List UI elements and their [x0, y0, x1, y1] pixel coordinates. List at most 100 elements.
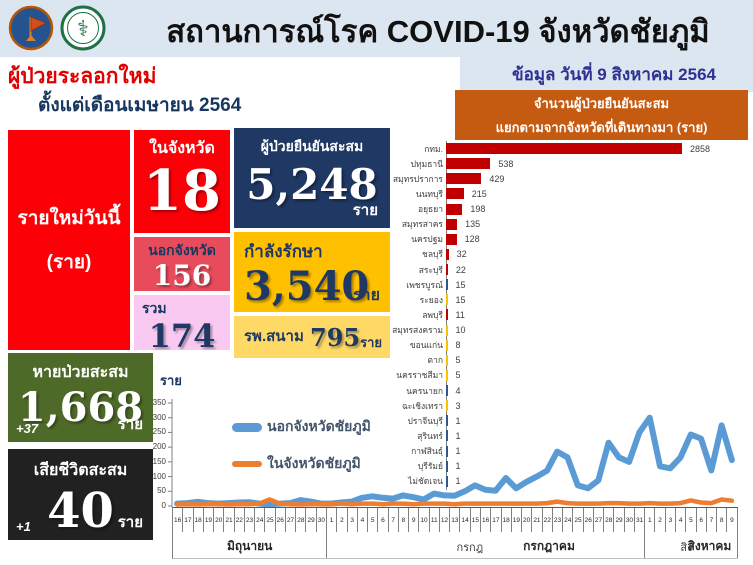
xaxis-day-cell: 7	[707, 508, 718, 532]
bar-row: ลพบุรี 11	[330, 307, 753, 322]
xaxis-day-cell: 30	[625, 508, 635, 532]
bar-category-label: ขอนแก่น	[409, 340, 443, 351]
bar-fill	[446, 188, 464, 200]
legend-out-province: นอกจังหวัดชัยภูมิ	[232, 416, 371, 438]
deaths-value: 40	[47, 483, 114, 539]
month-label-secondary: สิง	[680, 542, 693, 554]
xaxis-day-cell: 18	[502, 508, 512, 532]
bar-fill	[446, 460, 448, 472]
barchart-rows: กทม. 2858 ปทุมธานี 538 สมุทรปราการ 429 นนทบุรี…	[330, 141, 753, 489]
xaxis-day-cell: 11	[430, 508, 440, 532]
deaths-label: เสียชีวิตสะสม	[33, 462, 128, 479]
xaxis-day-cell: 21	[224, 508, 235, 532]
total-box: รวม 174	[134, 295, 230, 355]
page-title: สถานการณ์โรค COVID-19 จังหวัดชัยภูมิ	[166, 14, 710, 49]
title-band	[0, 0, 753, 57]
field-hospital-label: รพ.สนาม	[244, 328, 304, 345]
recovered-value: 1,668	[17, 384, 144, 431]
bar-row: สมุทรสงคราม 10	[330, 323, 753, 338]
under-treatment-value: 3,540	[244, 263, 370, 310]
ytick-label: 350	[152, 398, 166, 407]
out-province-box: นอกจังหวัด 156	[134, 237, 230, 291]
ytick-label: 150	[152, 456, 166, 466]
bar-row: ฉะเชิงเทรา 3	[330, 398, 753, 413]
ytick-label: 50	[157, 486, 166, 496]
bar-row: สมุทรปราการ 429	[330, 171, 753, 186]
xaxis-day-cell: 2	[337, 508, 348, 532]
bar-fill	[446, 173, 482, 185]
xaxis-day-cell: 10	[419, 508, 430, 532]
barchart-title: จำนวนผู้ป่วยยืนยันสะสม แยกตามจากจังหวัดท…	[455, 90, 748, 140]
bar-category-label: ชลบุรี	[422, 249, 443, 260]
xaxis-day-cell: 6	[697, 508, 707, 532]
xaxis-day-cell: 9	[409, 508, 420, 532]
bar-value-label: 1	[455, 415, 461, 426]
bar-row: นครราชสีมา 5	[330, 368, 753, 383]
legend-in-province-label: ในจังหวัดชัยภูมิ	[267, 455, 361, 471]
bar-row: ชลบุรี 32	[330, 247, 753, 262]
since-april-label: ตั้งแต่เดือนเมษายน 2564	[38, 95, 242, 116]
total-label: รวม	[142, 300, 167, 316]
cumulative-confirmed-unit: ราย	[352, 202, 378, 219]
bar-row: เพชรบูรณ์ 15	[330, 277, 753, 292]
xaxis-day-cell: 6	[378, 508, 389, 532]
cumulative-confirmed-value: 5,248	[246, 160, 378, 209]
bar-fill	[446, 158, 491, 170]
bar-fill	[446, 430, 448, 442]
under-treatment-label: กำลังรักษา	[244, 242, 323, 261]
bar-value-label: 10	[455, 325, 466, 336]
recovered-label: หายป่วยสะสม	[32, 364, 129, 381]
xaxis-day-cell: 27	[594, 508, 605, 532]
svg-text:⚕: ⚕	[77, 16, 89, 41]
xaxis-day-cell: 5	[368, 508, 379, 532]
bar-category-label: สระบุรี	[418, 264, 443, 275]
new-cases-today-label: รายใหม่วันนี้	[17, 208, 121, 229]
xaxis-day-cell: 19	[512, 508, 523, 532]
moph-logo: ⚕	[60, 5, 106, 51]
xaxis-day-cell: 17	[183, 508, 194, 532]
bar-value-label: 538	[498, 158, 514, 169]
xaxis-day-cell: 29	[614, 508, 625, 532]
xaxis-day-cell: 17	[491, 508, 502, 532]
deaths-box: เสียชีวิตสะสม 40 +1 ราย	[8, 449, 153, 540]
bar-fill	[446, 279, 448, 291]
total-value: 174	[148, 317, 216, 355]
xaxis-day-cell: 25	[573, 508, 584, 532]
bar-value-label: 1	[455, 446, 461, 457]
bar-row: กาฬสินธุ์ 1	[330, 444, 753, 459]
bar-value-label: 32	[456, 249, 467, 260]
field-hospital-box: รพ.สนาม 795 ราย	[234, 316, 390, 358]
bar-value-label: 15	[455, 279, 466, 290]
xaxis-day-cell: 5	[686, 508, 697, 532]
cumulative-confirmed-box: ผู้ป่วยยืนยันสะสม 5,248 ราย	[234, 128, 390, 228]
bar-row: อยุธยา 198	[330, 202, 753, 217]
bar-category-label: ระยอง	[419, 294, 443, 305]
bar-category-label: สมุทรสาคร	[401, 219, 443, 230]
bar-value-label: 1	[455, 461, 461, 472]
xaxis-day-cell: 2	[655, 508, 666, 532]
bar-category-label: ฉะเชิงเทรา	[401, 400, 443, 411]
xaxis-day-cell: 16	[173, 508, 184, 532]
bar-fill	[446, 400, 448, 412]
bar-fill	[446, 354, 448, 366]
legend-in-province: ในจังหวัดชัยภูมิ	[232, 453, 361, 475]
bar-category-label: ไม่ชัดเจน	[408, 476, 443, 487]
xaxis-day-cell: 27	[286, 508, 297, 532]
out-province-label: นอกจังหวัด	[148, 242, 216, 258]
bar-fill	[446, 415, 448, 427]
bar-value-label: 429	[489, 173, 505, 184]
xaxis-day-cell: 20	[214, 508, 225, 532]
deaths-unit: ราย	[117, 514, 143, 531]
xaxis-month-cell: กรกฎ กรกฎาคม	[327, 531, 646, 558]
bar-row: นครปฐม 128	[330, 232, 753, 247]
xaxis-day-cell: 8	[717, 508, 728, 532]
xaxis-day-cell: 31	[635, 508, 646, 532]
bar-fill	[446, 218, 458, 230]
ytick-label: 0	[161, 501, 166, 510]
date-backdrop	[460, 57, 753, 92]
bar-fill	[446, 233, 457, 245]
in-province-label: ในจังหวัด	[149, 140, 215, 157]
in-province-box: ในจังหวัด 18	[134, 130, 230, 233]
bar-category-label: นครราชสีมา	[396, 370, 443, 381]
bar-value-label: 1	[455, 476, 461, 487]
